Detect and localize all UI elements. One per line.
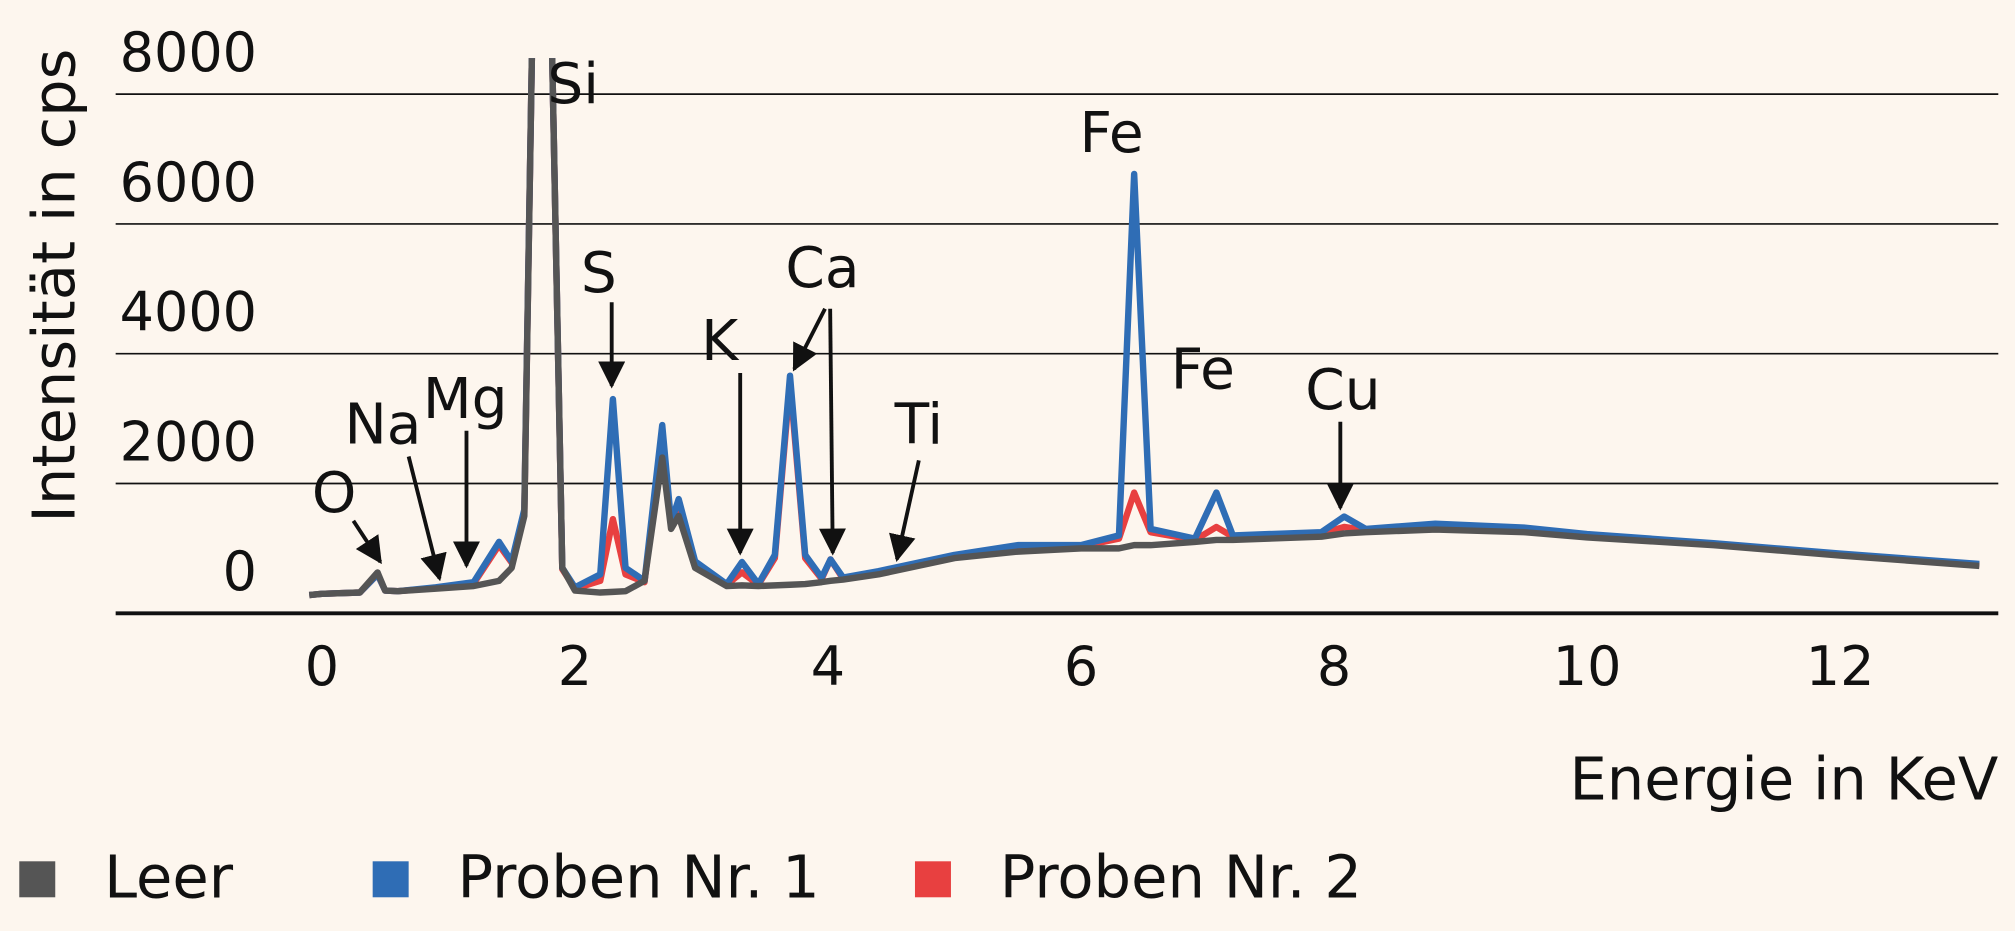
arrow (351, 519, 382, 565)
arrow (889, 459, 921, 562)
annotation: Ca (785, 236, 859, 301)
annotation: Cu (1305, 358, 1380, 423)
arrow (818, 308, 846, 556)
y-tick-label: 2000 (120, 410, 257, 473)
annotation: Na (344, 393, 421, 458)
y-tick-label: 0 (223, 540, 257, 603)
y-tick-label: 6000 (120, 151, 257, 214)
y-tick-label: 8000 (120, 21, 257, 84)
annotation: S (581, 241, 617, 306)
annotation-arrows (351, 302, 1354, 582)
labels: 0 2000 4000 6000 8000 0 2 4 6 8 10 12 Energie in KeV… (19, 21, 1998, 911)
y-tick-label: 4000 (120, 281, 257, 344)
annotation: K (701, 309, 740, 374)
legend-label: Proben Nr. 2 (1000, 842, 1362, 911)
x-tick-label: 8 (1317, 635, 1351, 698)
annotation: Ti (894, 393, 944, 458)
annotation: Si (547, 52, 599, 117)
annotation: Mg (423, 367, 508, 432)
series-line (308, 58, 1980, 599)
grid (115, 93, 1999, 616)
series-line (308, 58, 1980, 599)
x-tick-label: 0 (305, 635, 339, 698)
annotation: O (312, 461, 357, 526)
x-axis-label: Energie in KeV (1569, 745, 1998, 814)
annotation: Fe (1171, 337, 1235, 402)
annotation: Fe (1079, 101, 1143, 166)
y-axis-label: Intensität in cps (20, 49, 89, 523)
arrow (406, 456, 447, 582)
legend-label: Leer (104, 842, 234, 911)
legend-swatch (914, 861, 951, 898)
x-tick-label: 10 (1553, 635, 1622, 698)
arrow (792, 307, 827, 372)
legend-swatch (19, 861, 56, 898)
x-tick-label: 12 (1806, 635, 1875, 698)
legend-swatch (372, 861, 409, 898)
x-tick-label: 2 (558, 635, 592, 698)
x-tick-label: 4 (811, 635, 845, 698)
legend-label: Proben Nr. 1 (457, 842, 819, 911)
plot-area (308, 58, 1980, 599)
x-tick-label: 6 (1064, 635, 1098, 698)
